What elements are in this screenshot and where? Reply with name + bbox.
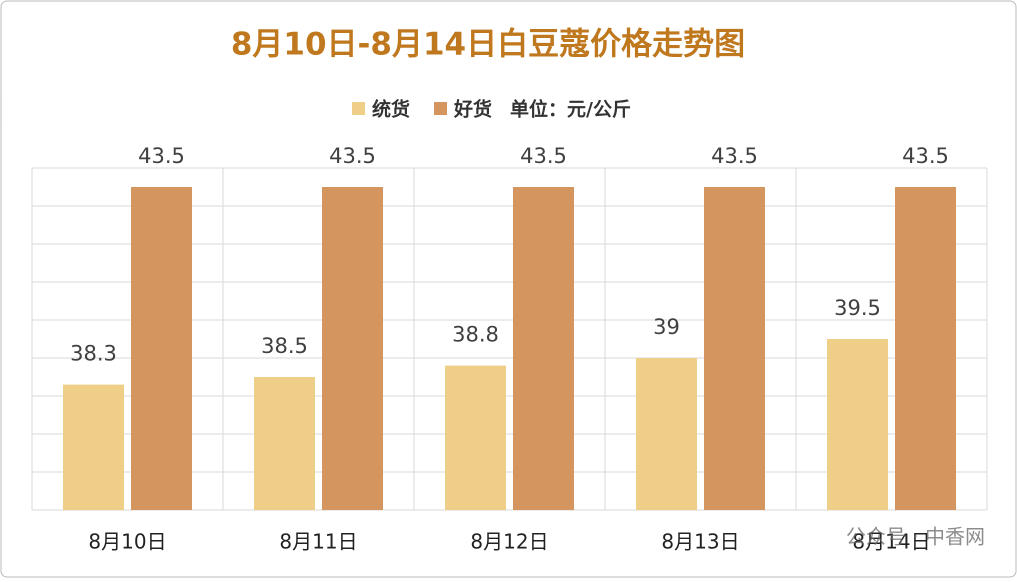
- x-tick-label: 8月14日: [852, 530, 930, 554]
- bar: [445, 365, 506, 510]
- value-label: 43.5: [138, 144, 185, 168]
- bar: [63, 384, 124, 510]
- bar: [895, 187, 956, 510]
- bar: [254, 377, 315, 510]
- x-tick-label: 8月12日: [470, 530, 548, 554]
- x-tick-label: 8月10日: [88, 530, 166, 554]
- value-label: 39.5: [834, 296, 881, 320]
- watermark: 公众号 · 中香网: [846, 525, 985, 549]
- bar: [704, 187, 765, 510]
- value-label: 38.8: [452, 323, 499, 347]
- bar: [827, 339, 888, 510]
- legend-label: 统货: [372, 98, 410, 121]
- unit-note: 单位：元/公斤: [510, 98, 631, 121]
- value-label: 43.5: [711, 144, 758, 168]
- bar: [513, 187, 574, 510]
- legend-swatch: [352, 102, 365, 115]
- value-label: 39: [653, 315, 680, 339]
- value-label: 38.5: [261, 334, 308, 358]
- chart-title: 8月10日-8月14日白豆蔻价格走势图: [231, 27, 745, 63]
- x-tick-label: 8月13日: [661, 530, 739, 554]
- value-label: 43.5: [902, 144, 949, 168]
- bar: [636, 358, 697, 510]
- bar: [131, 187, 192, 510]
- legend-swatch: [434, 102, 447, 115]
- legend-label: 好货: [453, 98, 492, 121]
- value-label: 38.3: [70, 342, 117, 366]
- value-label: 43.5: [520, 144, 567, 168]
- value-label: 43.5: [329, 144, 376, 168]
- x-tick-label: 8月11日: [279, 530, 357, 554]
- bar: [322, 187, 383, 510]
